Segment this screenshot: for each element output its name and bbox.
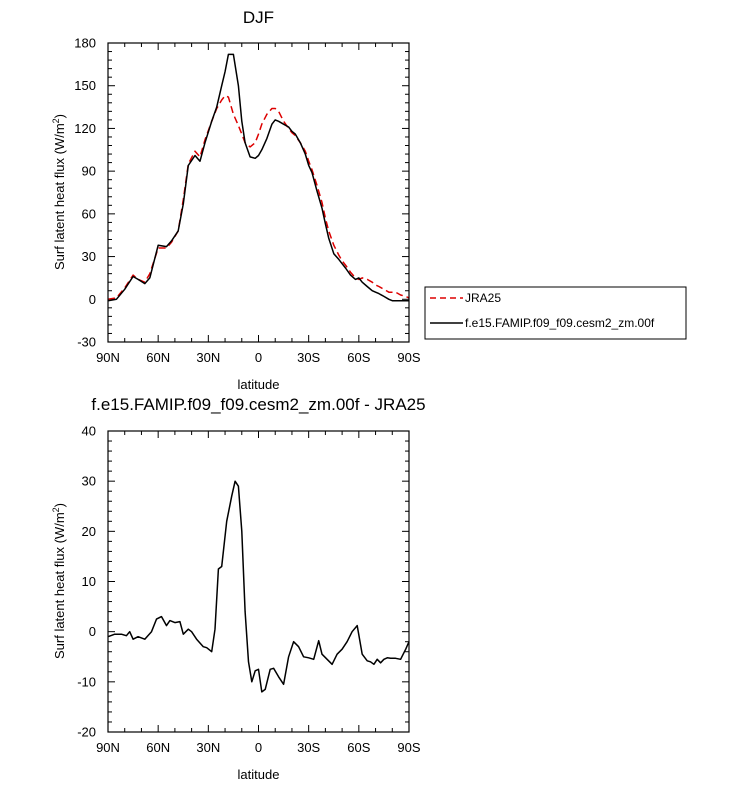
bottom-series-0-line <box>107 480 410 693</box>
top-plot-area: -30 0 30 60 90 120 150 180 90N 60N 30N 0 30S 60S 90S <box>74 36 421 366</box>
bottom-xtick-label: 90S <box>397 740 420 755</box>
legend: JRA25 f.e15.FAMIP.f09_f09.cesm2_zm.00f <box>424 286 687 340</box>
bottom-ytick-label: 40 <box>82 424 96 439</box>
bottom-title: f.e15.FAMIP.f09_f09.cesm2_zm.00f - JRA25 <box>91 395 425 414</box>
bottom-ytick-label: 20 <box>82 524 96 539</box>
bottom-ylabel-close: ) <box>52 503 67 507</box>
top-ytick-label: 120 <box>74 121 96 136</box>
top-ytick-label: 60 <box>82 206 96 221</box>
bottom-xtick-label: 30S <box>297 740 320 755</box>
bottom-ytick-label: 30 <box>82 474 96 489</box>
top-ylabel-sup: 2 <box>51 118 61 123</box>
top-xtick-label: 30S <box>297 350 320 365</box>
bottom-xtick-label: 90N <box>96 740 120 755</box>
bottom-ytick-label: 0 <box>89 624 96 639</box>
top-ytick-label: 150 <box>74 78 96 93</box>
top-xtick-label: 60N <box>146 350 170 365</box>
bottom-panel: f.e15.FAMIP.f09_f09.cesm2_zm.00f - JRA25… <box>51 395 426 782</box>
top-title: DJF <box>243 8 274 27</box>
bottom-ytick-label: 10 <box>82 574 96 589</box>
top-xtick-label: 30N <box>196 350 220 365</box>
top-ylabel-close: ) <box>52 114 67 118</box>
legend-label-jra25: JRA25 <box>465 291 501 305</box>
top-xtick-label: 90N <box>96 350 120 365</box>
top-ytick-label: 0 <box>89 292 96 307</box>
bottom-xtick-label: 30N <box>196 740 220 755</box>
top-xtick-label: 0 <box>255 350 262 365</box>
top-ytick-label: 90 <box>82 164 96 179</box>
legend-label-cesm2: f.e15.FAMIP.f09_f09.cesm2_zm.00f <box>465 316 655 330</box>
bottom-ylabel: Surf latent heat flux (W/m2) <box>51 503 67 659</box>
bottom-xtick-label: 0 <box>255 740 262 755</box>
top-xtick-label: 60S <box>347 350 370 365</box>
bottom-ytick-label: -10 <box>77 674 96 689</box>
top-panel: DJF -30 0 30 60 90 120 150 180 90N 60N 30N 0 30S 60S 9… <box>51 8 421 392</box>
top-xtick-label: 90S <box>397 350 420 365</box>
legend-box <box>424 286 687 340</box>
top-ytick-label: 30 <box>82 249 96 264</box>
bottom-ylabel-main: Surf latent heat flux (W/m <box>52 512 67 659</box>
bottom-ytick-label: -20 <box>77 725 96 740</box>
top-ytick-label: -30 <box>77 335 96 350</box>
bottom-xtick-label: 60S <box>347 740 370 755</box>
top-series-0-line <box>107 94 410 301</box>
top-series-1-line <box>107 53 409 302</box>
top-ylabel-main: Surf latent heat flux (W/m <box>52 123 67 270</box>
bottom-ylabel-sup: 2 <box>51 507 61 512</box>
top-xlabel: latitude <box>238 377 280 392</box>
bottom-xtick-label: 60N <box>146 740 170 755</box>
bottom-plot-area: -20 -10 0 10 20 30 40 90N 60N 30N 0 30S 60S 90S <box>77 424 421 756</box>
top-frame <box>107 42 410 343</box>
top-ytick-label: 180 <box>74 36 96 51</box>
top-ylabel: Surf latent heat flux (W/m2) <box>51 114 67 270</box>
bottom-frame <box>107 430 410 733</box>
bottom-xlabel: latitude <box>238 767 280 782</box>
